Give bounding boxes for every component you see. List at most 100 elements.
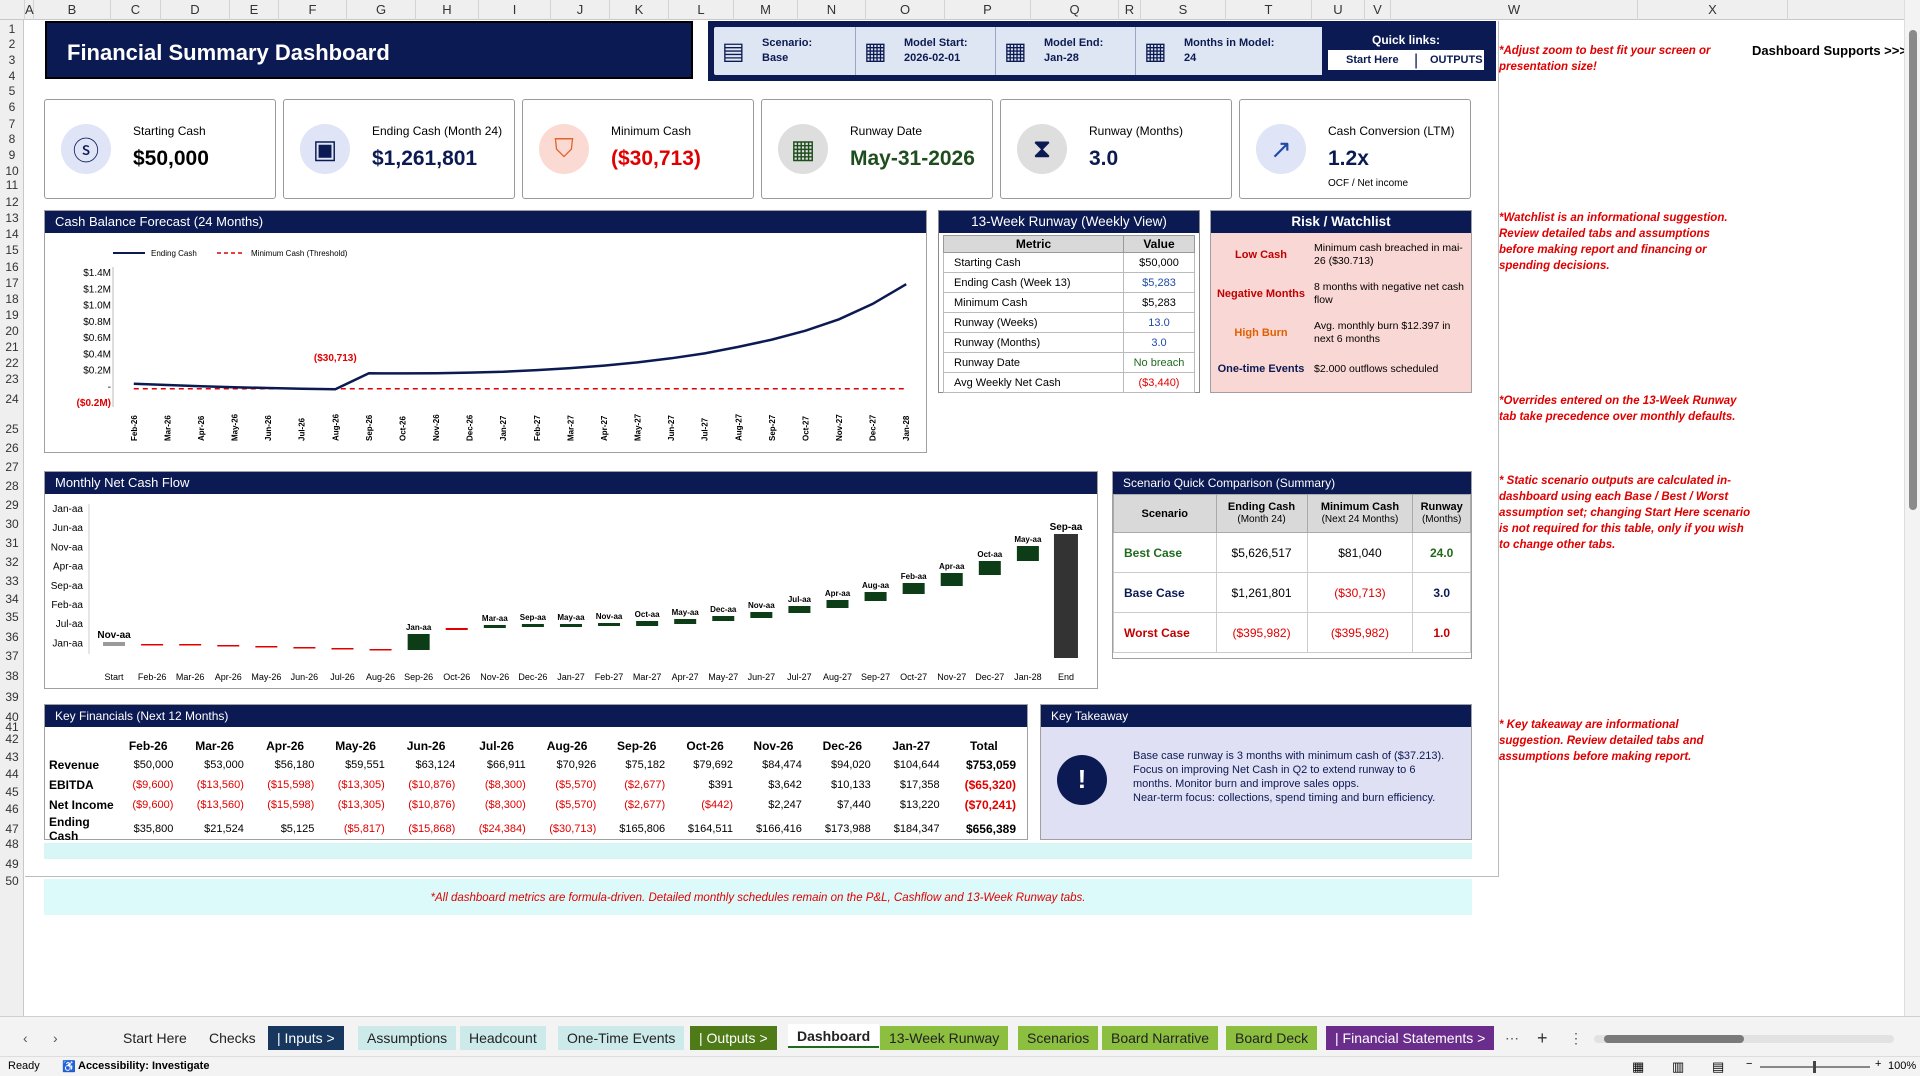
vertical-scrollbar[interactable]	[1904, 0, 1920, 1016]
row-label[interactable]: 32	[5, 555, 19, 569]
row-label[interactable]: 45	[5, 785, 19, 799]
row-label[interactable]: 19	[5, 308, 19, 322]
page-layout-icon[interactable]: ▥	[1672, 1059, 1685, 1074]
row-label[interactable]: 4	[8, 69, 16, 83]
row-label[interactable]: 20	[5, 324, 19, 338]
column-label[interactable]: D	[161, 0, 230, 20]
zoom-slider[interactable]	[1760, 1061, 1870, 1073]
sheet-tab-board-narrative[interactable]: Board Narrative	[1102, 1026, 1219, 1050]
zoom-level[interactable]: 100%	[1888, 1060, 1917, 1072]
worksheet[interactable]: Financial Summary Dashboard ▤ Scenario: B…	[25, 21, 1904, 1016]
row-label[interactable]: 50	[5, 874, 19, 888]
row-label[interactable]: 18	[5, 292, 19, 306]
column-label[interactable]: M	[734, 0, 798, 20]
column-label[interactable]: L	[669, 0, 734, 20]
row-label[interactable]: 40	[5, 710, 19, 724]
outputs-link[interactable]: OUTPUTS	[1430, 54, 1483, 66]
horizontal-scrollbar[interactable]	[1594, 1035, 1894, 1043]
row-label[interactable]: 25	[5, 422, 19, 436]
row-label[interactable]: 26	[5, 441, 19, 455]
sheet-tab-checks[interactable]: Checks	[209, 1030, 256, 1046]
next-sheet-icon[interactable]: ›	[53, 1030, 58, 1046]
row-label[interactable]: 22	[5, 356, 19, 370]
sheet-tab-board-deck[interactable]: Board Deck	[1226, 1026, 1318, 1050]
row-label[interactable]: 33	[5, 574, 19, 588]
start-here-link[interactable]: Start Here	[1346, 54, 1399, 66]
column-label[interactable]: S	[1141, 0, 1226, 20]
row-label[interactable]: 14	[5, 227, 19, 241]
column-label[interactable]: Q	[1031, 0, 1119, 20]
row-label[interactable]: 7	[8, 117, 16, 131]
row-label[interactable]: 10	[5, 164, 19, 178]
row-label[interactable]: 46	[5, 802, 19, 816]
column-label[interactable]: O	[866, 0, 945, 20]
add-sheet-icon[interactable]: +	[1537, 1028, 1548, 1048]
column-label[interactable]: X	[1638, 0, 1788, 20]
row-label[interactable]: 37	[5, 649, 19, 663]
row-label[interactable]: 21	[5, 340, 19, 354]
row-label[interactable]: 6	[8, 100, 16, 114]
sheet-tab-headcount[interactable]: Headcount	[460, 1026, 546, 1050]
column-label[interactable]: E	[230, 0, 279, 20]
column-label[interactable]: I	[479, 0, 551, 20]
row-label[interactable]: 49	[5, 857, 19, 871]
column-label[interactable]: F	[279, 0, 347, 20]
row-label[interactable]: 43	[5, 750, 19, 764]
zoom-out-icon[interactable]: −	[1746, 1058, 1753, 1070]
row-label[interactable]: 30	[5, 517, 19, 531]
column-label[interactable]: W	[1391, 0, 1638, 20]
row-label[interactable]: 16	[5, 260, 19, 274]
sheet-tab-one-time-events[interactable]: One-Time Events	[558, 1026, 685, 1050]
column-label[interactable]: C	[111, 0, 161, 20]
prev-sheet-icon[interactable]: ‹	[23, 1030, 28, 1046]
row-label[interactable]: 36	[5, 630, 19, 644]
column-label[interactable]: K	[610, 0, 669, 20]
column-label[interactable]: R	[1119, 0, 1141, 20]
cash-balance-chart[interactable]: Cash Balance Forecast (24 Months) Ending…	[44, 210, 927, 453]
sheet-tab-13-week-runway[interactable]: 13-Week Runway	[880, 1026, 1009, 1050]
row-label[interactable]: 17	[5, 276, 19, 290]
row-label[interactable]: 23	[5, 372, 19, 386]
row-label[interactable]: 13	[5, 211, 19, 225]
row-label[interactable]: 29	[5, 498, 19, 512]
row-label[interactable]: 3	[8, 53, 16, 67]
row-label[interactable]: 24	[5, 392, 19, 406]
row-label[interactable]: 12	[5, 195, 19, 209]
monthly-net-cash-flow-chart[interactable]: Monthly Net Cash Flow Jan-aa Jun-aa Nov-aa…	[44, 471, 1098, 689]
page-break-icon[interactable]: ▤	[1712, 1059, 1725, 1074]
row-label[interactable]: 34	[5, 592, 19, 606]
row-label[interactable]: 48	[5, 837, 19, 851]
column-label[interactable]: T	[1226, 0, 1312, 20]
row-label[interactable]: 5	[8, 84, 16, 98]
row-label[interactable]: 35	[5, 610, 19, 624]
column-label[interactable]: H	[416, 0, 479, 20]
row-label[interactable]: 39	[5, 690, 19, 704]
row-label[interactable]: 41	[5, 720, 19, 734]
accessibility-status[interactable]: Accessibility: Investigate	[78, 1060, 210, 1072]
normal-view-icon[interactable]: ▦	[1632, 1059, 1645, 1074]
column-label[interactable]: J	[551, 0, 610, 20]
sheet-tab-start-here[interactable]: Start Here	[123, 1030, 187, 1046]
column-label[interactable]: N	[798, 0, 866, 20]
sheet-tab-assumptions[interactable]: Assumptions	[358, 1026, 457, 1050]
row-label[interactable]: 2	[8, 37, 16, 51]
column-label[interactable]: U	[1312, 0, 1365, 20]
row-label[interactable]: 8	[8, 132, 16, 146]
row-label[interactable]: 42	[5, 732, 19, 746]
column-label[interactable]: P	[945, 0, 1031, 20]
column-label[interactable]: V	[1365, 0, 1391, 20]
sheet-tab-inputs[interactable]: | Inputs >	[268, 1026, 344, 1050]
column-label[interactable]: B	[34, 0, 111, 20]
row-label[interactable]: 38	[5, 669, 19, 683]
row-label[interactable]: 11	[5, 178, 19, 192]
sheet-tab-financial-statements[interactable]: | Financial Statements >	[1326, 1026, 1495, 1050]
row-label[interactable]: 15	[5, 243, 19, 257]
sheet-tab-scenarios[interactable]: Scenarios	[1018, 1026, 1099, 1050]
row-label[interactable]: 44	[5, 767, 19, 781]
zoom-in-icon[interactable]: +	[1875, 1058, 1882, 1070]
row-label[interactable]: 1	[8, 22, 16, 36]
row-label[interactable]: 47	[5, 822, 19, 836]
row-label[interactable]: 31	[5, 536, 19, 550]
sheet-tab-dashboard[interactable]: Dashboard	[788, 1024, 880, 1048]
tab-options-icon[interactable]: ⋮	[1569, 1030, 1583, 1046]
